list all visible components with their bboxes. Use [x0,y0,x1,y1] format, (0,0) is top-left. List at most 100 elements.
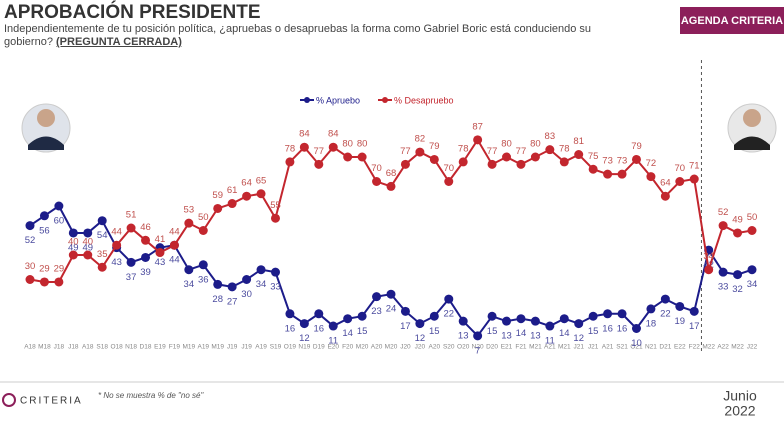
point [386,289,396,299]
point [631,324,641,333]
data-label: 36 [198,274,209,285]
x-tick-label: F22 [689,344,701,351]
data-label: 54 [97,230,108,241]
data-label: 7 [475,345,480,356]
data-label: 18 [646,318,657,329]
point [617,309,627,319]
data-label: 30 [241,289,252,300]
point [270,267,280,277]
point [588,311,598,321]
point [299,142,309,152]
point [718,267,728,277]
x-tick-label: F19 [169,344,181,351]
data-label: 56 [39,225,50,236]
x-tick-label: D18 [140,344,152,351]
data-label: 52 [718,207,729,218]
point [733,270,743,280]
data-label: 23 [371,306,382,317]
x-tick-label: S20 [443,344,455,351]
point [704,265,714,275]
x-tick-label: J19 [227,344,238,351]
data-label: 11 [545,336,555,347]
data-label: 44 [111,227,122,238]
data-label: 79 [429,141,440,152]
data-label: 79 [631,141,642,152]
point [213,203,223,213]
agenda-button-label[interactable]: AGENDA CRITERIA [681,15,783,27]
date-year: 2022 [724,403,755,419]
data-label: 59 [212,190,223,201]
data-label: 68 [386,168,397,179]
point [54,277,64,287]
data-label: 77 [516,146,527,157]
point [675,301,685,311]
point [458,316,468,326]
x-tick-label: A20 [371,344,383,351]
point [559,314,569,324]
point [733,228,743,238]
x-tick-label: M19 [183,344,196,351]
photo-right-face [743,109,761,127]
point [270,213,280,223]
footnote: * No se muestra % de "no sé" [98,391,204,400]
point [256,265,266,275]
data-label: 61 [227,185,238,196]
point [242,275,252,284]
data-label: 77 [314,146,325,157]
subtitle-box: Independientemente de tu posición políti… [4,23,591,48]
data-label: 34 [184,279,195,290]
point [54,201,64,211]
data-label: 82 [415,134,426,145]
point [386,181,396,191]
x-tick-label: O20 [457,344,470,351]
x-tick-label: M18 [38,344,51,351]
data-label: 55 [270,200,281,211]
point [242,191,252,201]
data-label: 29 [39,263,50,274]
point [574,150,584,160]
point [169,240,179,250]
point [314,159,324,169]
x-tick-label: F20 [342,344,354,351]
point [39,211,49,221]
x-tick-label: M22 [702,344,715,351]
data-label: 80 [530,139,541,150]
agenda-button[interactable] [680,7,784,34]
x-tick-label: D20 [486,344,498,351]
point [502,152,512,162]
subtitle-tag: (PREGUNTA CERRADA) [56,36,182,48]
x-tick-label: A21 [544,344,556,351]
point [530,316,540,326]
x-tick-label: E19 [154,344,166,351]
x-tick-label: J22 [747,344,758,351]
data-label: 46 [140,222,151,233]
data-label: 44 [169,255,180,266]
point [112,240,122,250]
point [574,319,584,329]
data-label: 49 [82,242,93,253]
data-label: 83 [545,131,556,142]
data-label: 80 [357,139,368,150]
x-tick-label: E22 [674,344,686,351]
point [400,159,410,169]
point [689,306,699,316]
data-label: 33 [270,282,281,293]
series-line [29,204,753,338]
data-label: 78 [559,143,570,154]
data-label: 15 [429,326,440,337]
x-tick-label: M21 [529,344,542,351]
point [256,189,266,199]
data-label: 81 [573,136,584,147]
data-label: 70 [675,163,686,174]
brand: CRITERIA [20,396,83,407]
x-tick-label: M19 [211,344,224,351]
data-label: 15 [588,326,599,337]
legend-dot [304,97,310,103]
point [689,174,699,184]
data-label: 40 [68,237,79,248]
data-label: 80 [342,139,353,150]
point [97,216,107,226]
data-label: 50 [198,212,209,223]
